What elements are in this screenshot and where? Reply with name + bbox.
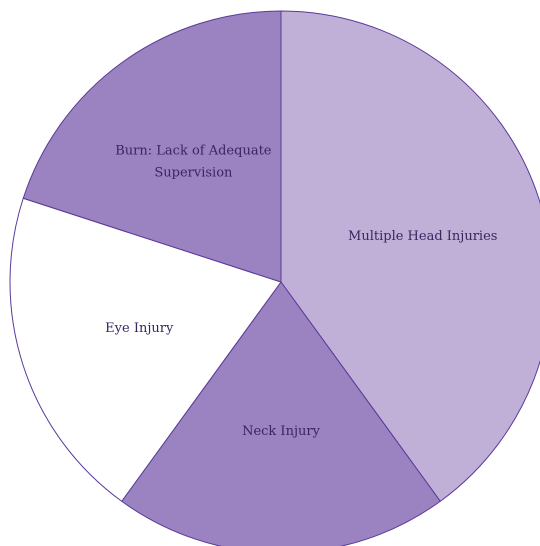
pie-slice-eye-injury <box>9 197 282 502</box>
pie-label-multiple-head-injuries: Multiple Head Injuries <box>348 229 497 244</box>
pie-label-eye-injury: Eye Injury <box>105 321 174 336</box>
pie-label-burn-lack-of-adequate-supervision: Burn: Lack of Adequate Supervision <box>115 143 272 180</box>
pie-label-line: Eye Injury <box>105 321 174 336</box>
pie-label-line: Supervision <box>154 165 233 180</box>
pie-label-line: Multiple Head Injuries <box>348 229 497 244</box>
pie-label-line: Burn: Lack of Adequate <box>115 143 272 158</box>
pie-labels: Multiple Head Injuries Neck Injury Eye Inj… <box>105 143 497 439</box>
pie-slice-multiple-head-injuries <box>280 10 540 502</box>
pie-slice-neck-injury <box>121 281 441 546</box>
pie-label-neck-injury: Neck Injury <box>242 424 320 439</box>
pie-label-line: Neck Injury <box>242 424 320 439</box>
pie-slice-burn-lack-of-adequate-supervision <box>22 10 282 283</box>
pie-slices <box>9 10 540 546</box>
